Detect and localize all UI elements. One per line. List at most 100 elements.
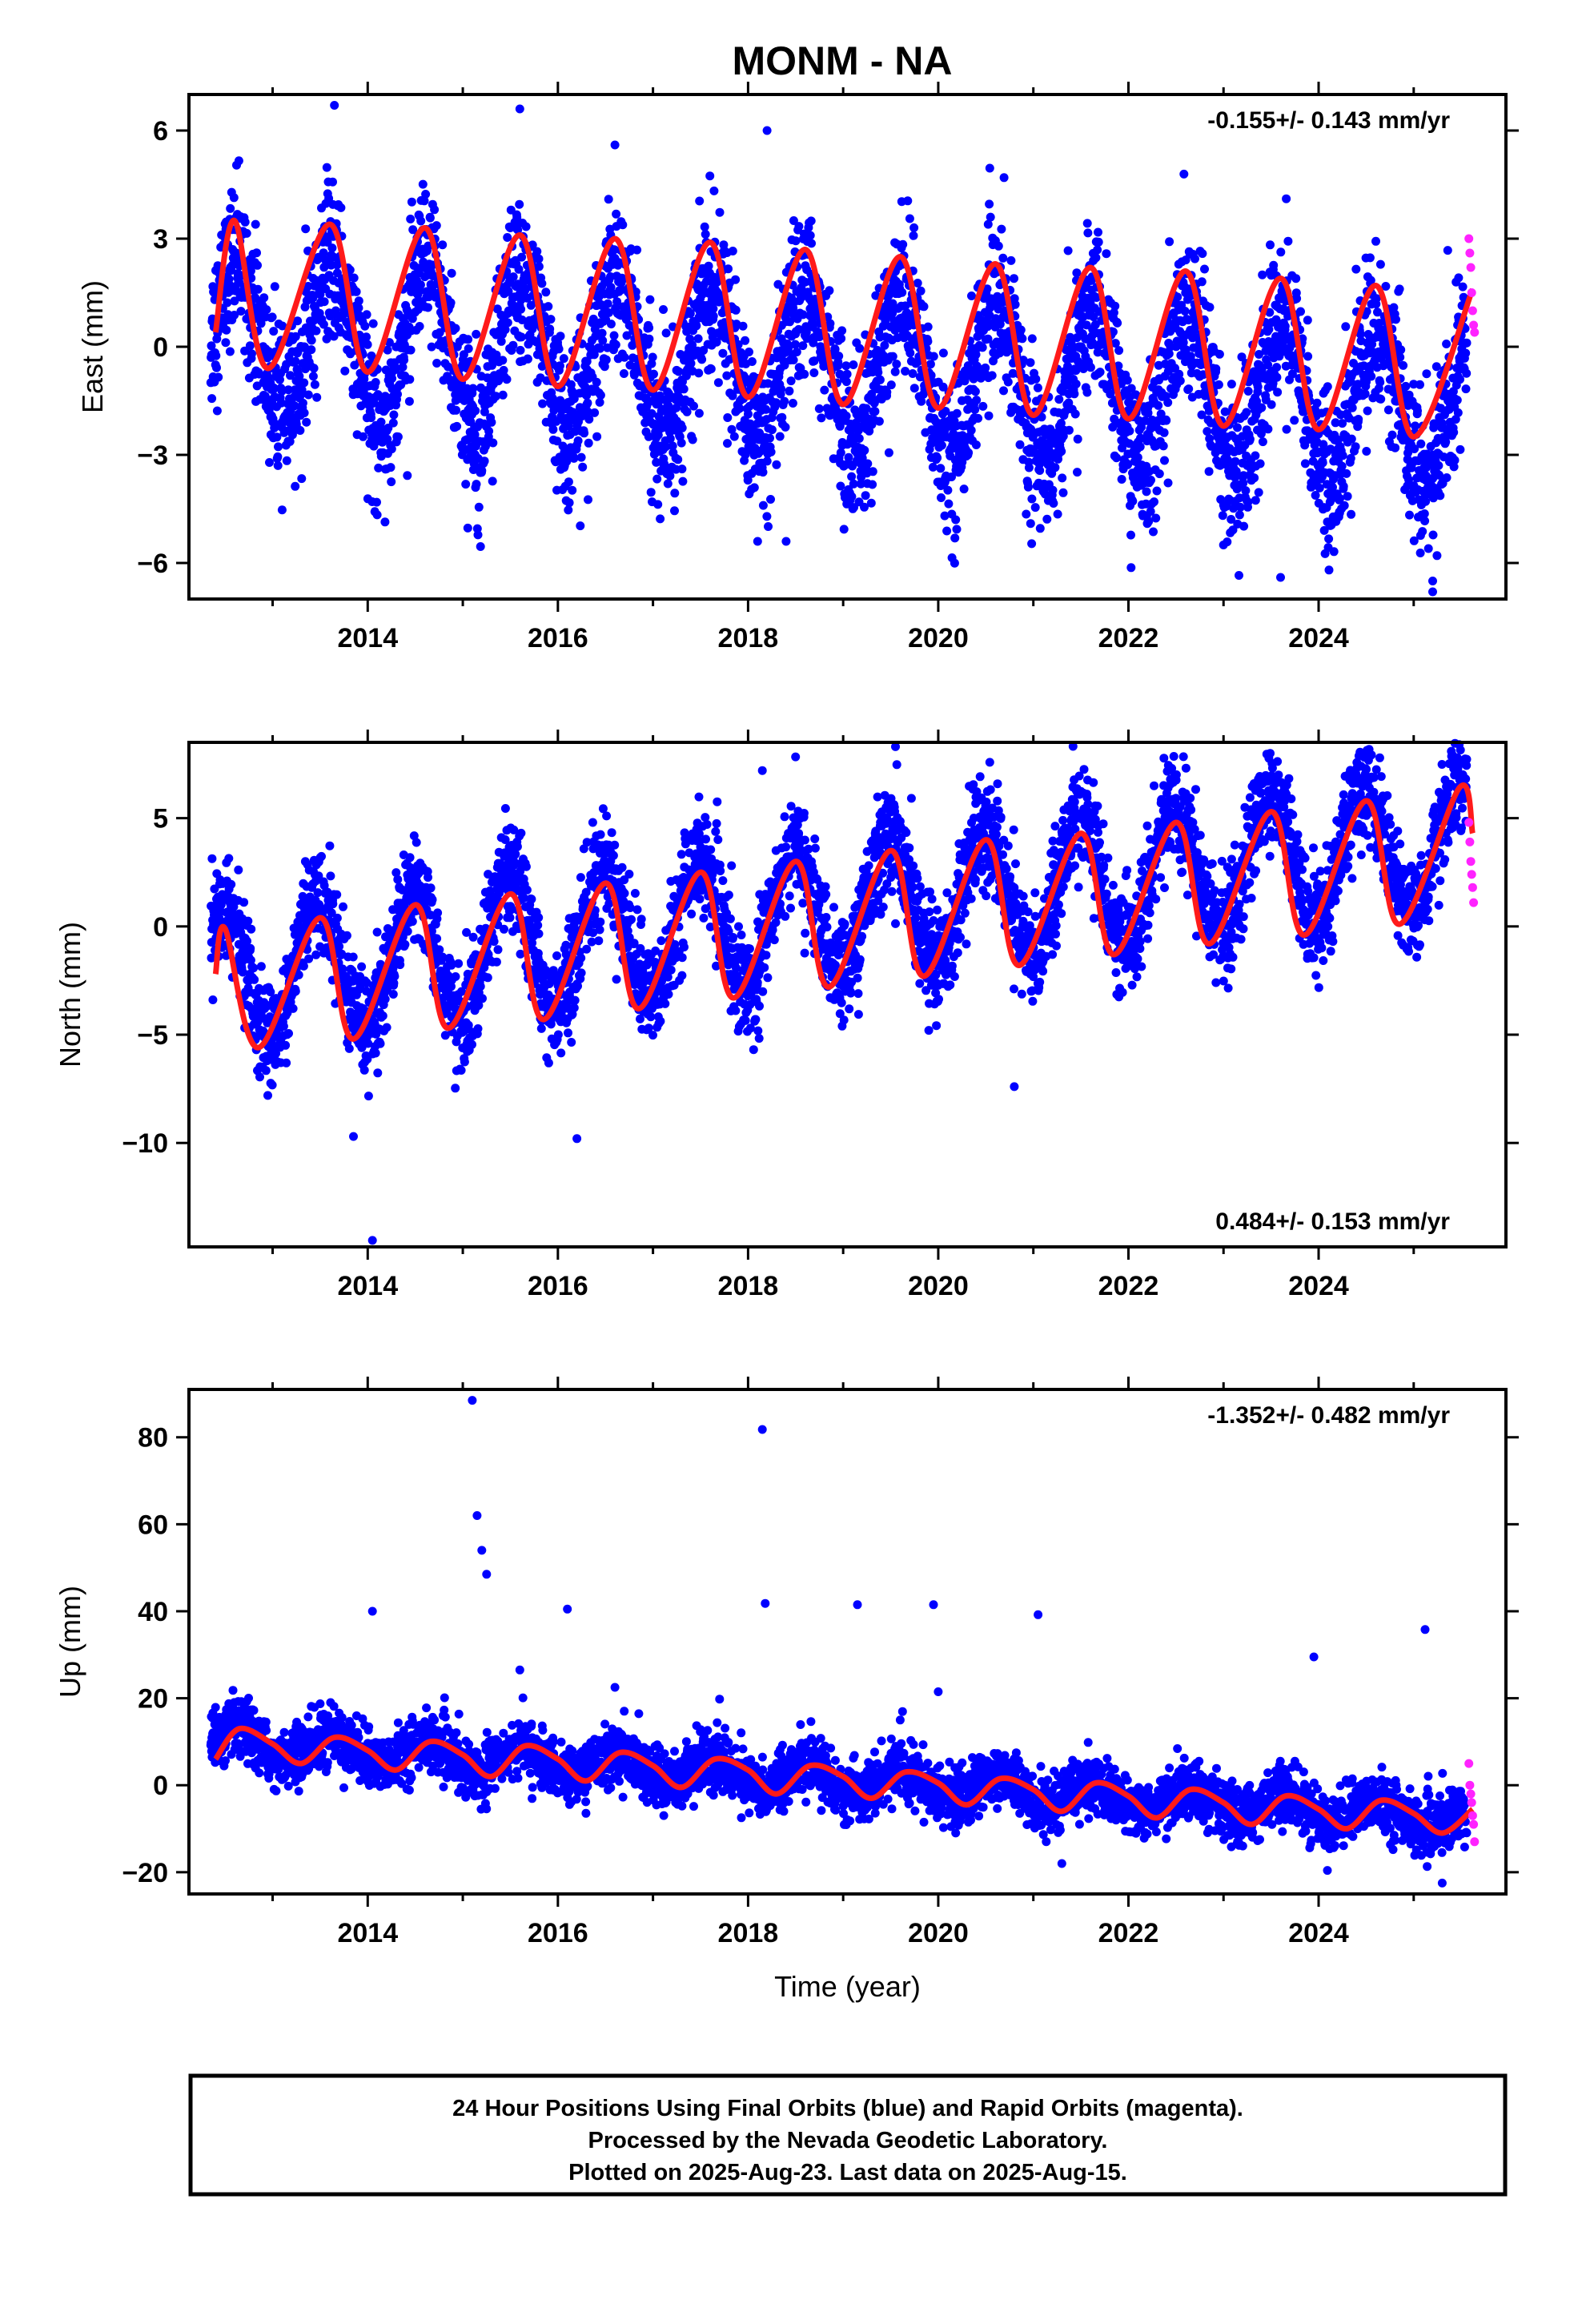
final-orbit-point [452,405,461,415]
final-orbit-point [967,292,976,300]
final-orbit-point [420,196,429,206]
final-orbit-point [348,952,358,962]
final-orbit-point [378,1011,387,1020]
final-orbit-point [1329,547,1339,557]
final-orbit-point [909,223,919,232]
final-orbit-point [777,384,785,394]
final-orbit-point [554,344,564,354]
final-orbit-point [212,406,222,416]
final-orbit-point [354,304,363,312]
final-orbit-point [213,261,223,271]
final-orbit-point [224,274,234,283]
final-orbit-point [211,351,221,360]
final-orbit-point [868,480,877,489]
final-orbit-point [276,398,286,408]
final-orbit-point [1324,534,1334,544]
final-orbit-point [1220,407,1230,416]
final-orbit-point [905,348,915,358]
final-orbit-point [1375,259,1385,269]
final-orbit-point [246,266,255,275]
final-orbit-point [427,342,436,352]
final-orbit-point [653,500,663,509]
final-orbit-point [923,336,933,346]
final-orbit-point [950,558,959,568]
north-panel: 2014 2016 2018 2020 2022 2024−10−505 North (m… [54,730,1519,1301]
chart-title: MONM - NA [733,38,953,83]
final-orbit-point [416,216,426,226]
final-orbit-point [408,225,418,235]
final-orbit-point [1070,409,1080,419]
final-orbit-point [715,207,725,217]
final-orbit-point [383,345,392,355]
final-orbit-point [1339,501,1349,510]
final-orbit-point [724,264,733,274]
final-orbit-point [382,1023,391,1032]
final-orbit-point [488,476,497,486]
final-orbit-point [295,426,305,435]
outlier-point [1428,587,1437,597]
final-orbit-point [1421,497,1431,506]
final-orbit-point [421,190,431,199]
final-orbit-point [1391,443,1400,452]
final-orbit-point [393,875,403,884]
final-orbit-point [786,376,796,386]
final-orbit-point [964,448,974,457]
final-orbit-point [836,448,845,457]
final-orbit-point [1282,194,1291,203]
final-orbit-point [338,964,347,974]
rapid-orbit-point [1464,234,1474,243]
final-orbit-point [1053,509,1062,519]
final-orbit-point [503,318,512,328]
final-orbit-point [656,514,665,524]
final-orbit-point [646,488,656,497]
final-orbit-point [1095,368,1105,377]
final-orbit-point [686,359,696,368]
final-orbit-point [928,462,938,472]
final-orbit-point [713,378,723,388]
final-orbit-point [1058,473,1067,483]
final-orbit-point [1191,254,1199,263]
final-orbit-point [1231,456,1240,466]
final-orbit-point [723,439,732,448]
y-tick-label: −3 [137,440,168,471]
final-orbit-point [1383,405,1393,415]
final-orbit-point [1027,334,1037,344]
final-orbit-point [508,272,518,282]
final-orbit-point [709,312,718,321]
final-orbit-point [1453,408,1463,417]
final-orbit-point [788,399,797,408]
final-orbit-point [359,1065,369,1075]
final-orbit-point [303,390,313,400]
final-orbit-point [735,404,745,413]
final-orbit-point [247,349,256,359]
final-orbit-point [933,453,942,463]
final-orbit-point [731,305,741,315]
final-orbit-point [225,347,235,356]
final-orbit-point [339,902,347,911]
rapid-orbit-point [1465,248,1475,258]
final-orbit-point [261,1066,271,1076]
final-orbit-point [1122,376,1132,385]
final-orbit-point [970,405,980,414]
final-orbit-point [400,356,409,365]
final-orbit-point [319,248,328,258]
final-orbit-point [396,960,405,970]
final-orbit-point [1003,377,1013,387]
final-orbit-point [632,245,642,255]
final-orbit-point [781,422,790,432]
final-orbit-point [1135,442,1145,452]
final-orbit-point [1396,345,1406,355]
final-orbit-point [950,533,960,543]
final-orbit-point [1432,551,1442,561]
final-orbit-point [576,521,585,531]
final-orbit-point [1351,264,1361,274]
final-orbit-point [817,413,826,423]
final-orbit-point [354,296,363,306]
final-orbit-point [332,913,342,923]
final-orbit-point [677,464,687,474]
final-orbit-point [1015,440,1025,449]
final-orbit-point [332,890,342,899]
x-tick-label: 2018 [718,623,779,653]
final-orbit-point [1257,403,1267,412]
final-orbit-point [360,321,370,331]
